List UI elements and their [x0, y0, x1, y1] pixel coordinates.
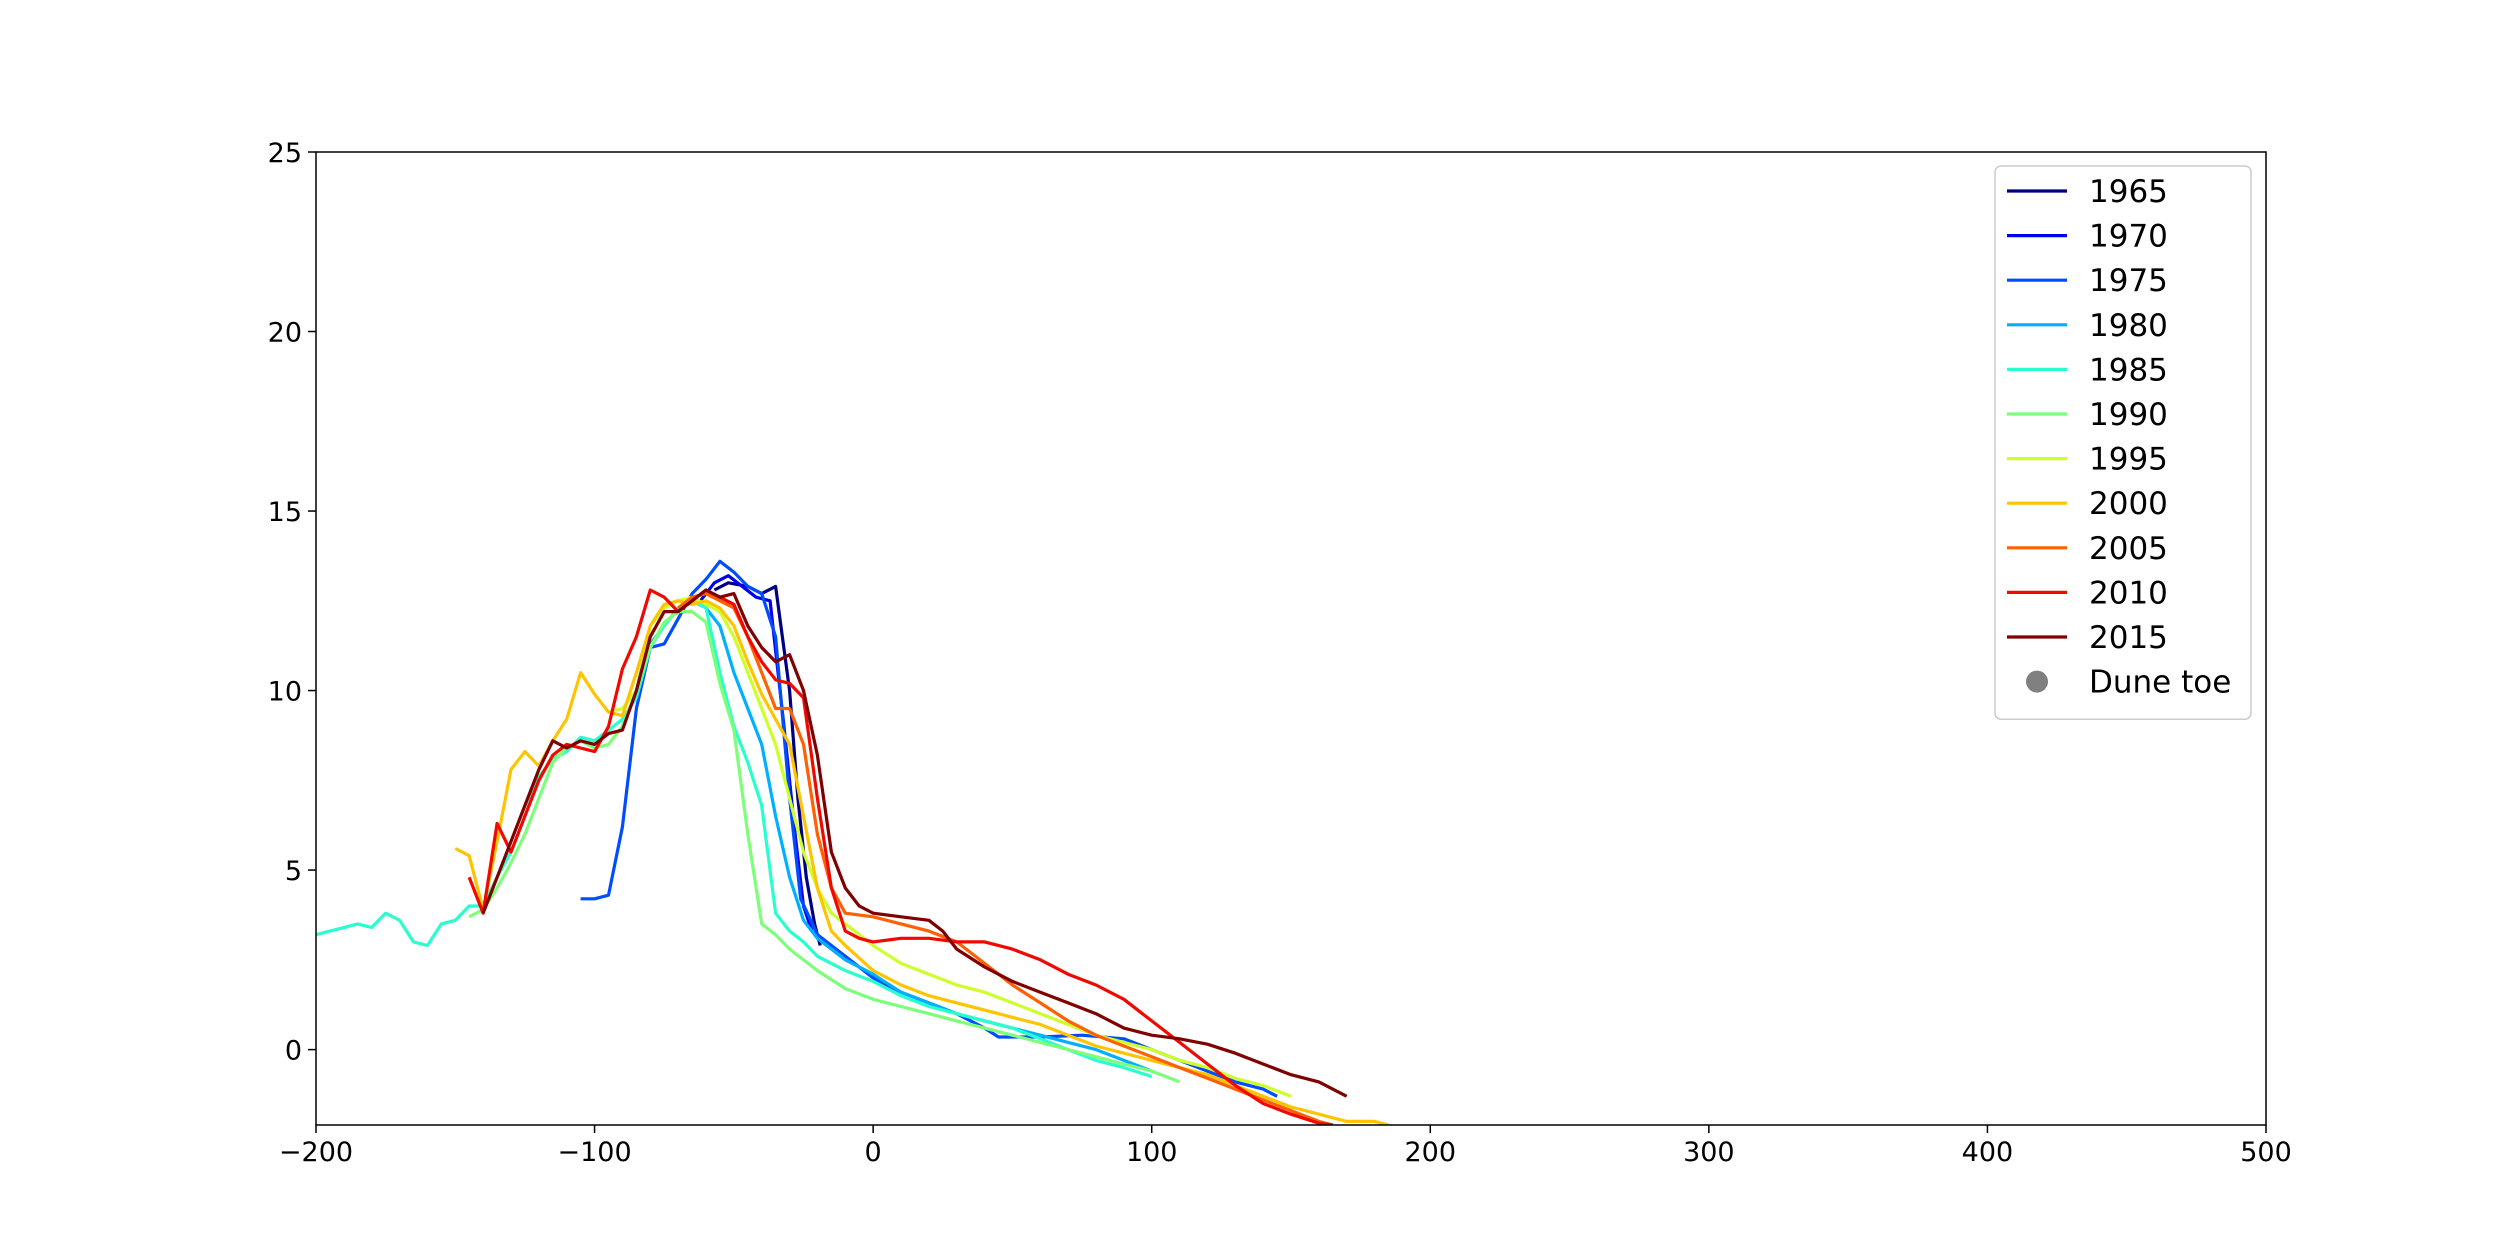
x-tick-label: −200 — [279, 1137, 353, 1168]
series-line-1975 — [580, 559, 1278, 1098]
x-tick-label: 200 — [1405, 1137, 1457, 1168]
series-line-2005 — [677, 592, 1334, 1125]
y-tick-label: 15 — [268, 497, 302, 528]
series-line-2015 — [481, 588, 1348, 1098]
legend-label-2015: 2015 — [2089, 620, 2168, 656]
series-layer — [316, 559, 1389, 1125]
legend-label-1990: 1990 — [2089, 397, 2168, 433]
x-tick-label: −100 — [557, 1137, 631, 1168]
y-tick-label: 5 — [285, 856, 302, 887]
x-tick-label: 400 — [1962, 1137, 2014, 1168]
x-tick-label: 500 — [2240, 1137, 2292, 1168]
y-tick-label: 10 — [268, 677, 302, 708]
legend-label-1965: 1965 — [2089, 174, 2168, 210]
legend-label-1985: 1985 — [2089, 352, 2168, 388]
legend-label-1995: 1995 — [2089, 442, 2168, 478]
series-line-1980 — [649, 599, 1153, 1073]
legend-label-1980: 1980 — [2089, 308, 2168, 344]
y-tick-label: 20 — [268, 318, 302, 349]
series-line-1995 — [608, 595, 1292, 1098]
series-line-2000 — [454, 599, 1389, 1125]
legend: 1965 1970 1975 1980 1985 1990 1995 2000 2005 2010… — [1994, 165, 2252, 720]
legend-label-2010: 2010 — [2089, 575, 2168, 611]
series-line-1965 — [713, 581, 822, 946]
y-tick-label: 0 — [285, 1036, 302, 1067]
series-line-1990 — [468, 610, 1181, 1084]
y-axis: 0 5 10 15 20 25 — [268, 138, 316, 1067]
x-axis: −200 −100 0 100 200 300 400 500 — [279, 1125, 2292, 1168]
legend-box — [1994, 165, 2252, 720]
legend-label-dune-toe: Dune toe — [2089, 665, 2231, 701]
series-line-2010 — [467, 588, 1334, 1125]
legend-label-1975: 1975 — [2089, 263, 2168, 299]
plot-frame — [315, 151, 2267, 1126]
x-tick-label: 300 — [1683, 1137, 1735, 1168]
legend-marker-dune-toe — [2026, 670, 2048, 693]
y-tick-label: 25 — [268, 138, 302, 169]
x-tick-label: 0 — [865, 1137, 882, 1168]
legend-label-1970: 1970 — [2089, 219, 2168, 255]
legend-label-2000: 2000 — [2089, 486, 2168, 522]
x-tick-label: 100 — [1126, 1137, 1178, 1168]
legend-label-2005: 2005 — [2089, 531, 2168, 567]
